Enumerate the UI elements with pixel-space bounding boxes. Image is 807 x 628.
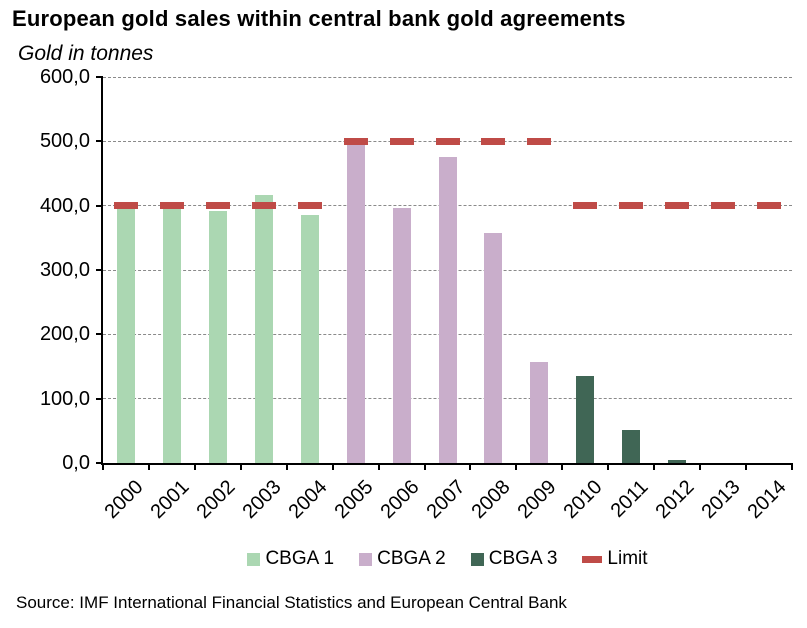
limit-marker-2001 [159, 202, 184, 210]
x-axis-tick-label: 2001 [146, 476, 194, 524]
limit-marker-2014 [757, 202, 782, 210]
y-axis-tick-mark [96, 76, 103, 78]
limit-marker-2011 [619, 202, 644, 210]
bar-2012-cbga3 [668, 459, 687, 463]
x-axis-tick-label: 2011 [606, 476, 653, 522]
y-axis-line [101, 77, 103, 465]
limit-marker-2000 [113, 202, 138, 210]
x-axis-tick-label: 2009 [513, 476, 561, 524]
x-axis-tick-mark [561, 463, 564, 470]
gridline-600 [103, 76, 792, 78]
bar-2009-cbga2 [530, 361, 549, 463]
limit-marker-2005 [343, 137, 368, 145]
legend-item-cbga2: CBGA 2 [359, 548, 446, 570]
legend-item-cbga1: CBGA 1 [247, 548, 334, 570]
legend-item-limit: Limit [582, 548, 648, 570]
x-axis-tick-mark [285, 463, 288, 470]
bar-2002-cbga1 [208, 210, 227, 463]
legend-swatch-icon [470, 552, 484, 566]
y-axis-tick-label: 600,0 [39, 66, 90, 88]
x-axis-tick-mark [791, 463, 793, 470]
source-text: Source: IMF International Financial Stat… [16, 593, 567, 612]
x-axis-tick-label: 2005 [330, 476, 378, 524]
x-axis-tick-label: 2007 [422, 476, 470, 524]
x-axis-tick-label: 2010 [559, 476, 607, 524]
legend-label: CBGA 1 [265, 548, 335, 569]
x-axis-tick-mark [699, 463, 702, 470]
x-axis-tick-label: 2013 [697, 476, 745, 524]
x-axis-tick-label: 2004 [284, 476, 332, 524]
x-axis-tick-label: 2012 [651, 476, 699, 524]
bar-2005-cbga2 [346, 143, 365, 463]
x-axis-tick-mark [377, 463, 380, 470]
legend-item-cbga3: CBGA 3 [470, 548, 558, 570]
bar-2000-cbga1 [116, 208, 135, 463]
x-axis-line [103, 463, 792, 465]
bar-2008-cbga2 [484, 233, 503, 463]
y-axis-tick-mark [96, 140, 103, 143]
legend-label: Limit [607, 548, 648, 569]
y-axis-tick-label: 400,0 [39, 194, 90, 217]
x-axis-tick-mark [653, 463, 656, 470]
x-axis-tick-mark [147, 463, 150, 470]
chart-subtitle: Gold in tonnes [18, 42, 154, 65]
bar-2006-cbga2 [392, 208, 411, 463]
x-axis-tick-mark [607, 463, 610, 470]
y-axis-tick-mark [96, 462, 103, 464]
y-axis-tick-mark [96, 397, 103, 400]
x-axis-tick-mark [102, 463, 104, 470]
limit-marker-2008 [481, 137, 506, 145]
bar-2011-cbga3 [622, 429, 641, 463]
x-axis-tick-label: 2002 [192, 476, 240, 524]
legend-swatch-icon [247, 552, 261, 566]
x-axis-tick-mark [515, 463, 518, 470]
legend-label: CBGA 2 [377, 548, 446, 569]
x-axis-tick-label: 2006 [376, 476, 424, 524]
bar-2007-cbga2 [438, 156, 457, 463]
limit-marker-2009 [527, 137, 552, 145]
x-axis-tick-mark [331, 463, 334, 470]
limit-marker-2002 [205, 202, 230, 210]
y-axis-tick-label: 200,0 [39, 323, 90, 346]
limit-marker-2007 [435, 137, 460, 145]
limit-marker-2012 [665, 202, 690, 210]
legend-swatch-icon [359, 552, 373, 566]
x-axis-tick-label: 2008 [467, 476, 515, 524]
x-axis-tick-mark [193, 463, 196, 470]
legend-swatch-icon [582, 555, 603, 563]
x-axis-tick-label: 2000 [100, 476, 148, 524]
limit-marker-2003 [251, 202, 276, 210]
x-axis-tick-mark [239, 463, 242, 470]
x-axis-tick-label: 2003 [238, 476, 286, 524]
legend-label: CBGA 3 [488, 548, 558, 569]
chart-title: European gold sales within central bank … [12, 6, 626, 31]
y-axis-tick-mark [96, 204, 103, 207]
x-axis-tick-mark [423, 463, 426, 470]
limit-marker-2004 [297, 202, 322, 210]
bar-2001-cbga1 [162, 208, 181, 463]
limit-marker-2006 [389, 137, 414, 145]
y-axis-tick-mark [96, 333, 103, 336]
x-axis-tick-mark [469, 463, 472, 470]
x-axis-tick-label: 2014 [743, 476, 791, 524]
limit-marker-2013 [711, 202, 736, 210]
y-axis-tick-label: 0,0 [62, 452, 90, 474]
chart-legend: CBGA 1 CBGA 2 CBGA 3 Limit [103, 548, 792, 570]
limit-marker-2010 [573, 202, 598, 210]
y-axis-tick-label: 300,0 [39, 259, 90, 281]
bar-2003-cbga1 [254, 194, 273, 463]
bar-2004-cbga1 [300, 215, 319, 463]
x-axis-tick-mark [745, 463, 748, 470]
y-axis-tick-label: 500,0 [39, 130, 90, 153]
y-axis-tick-mark [96, 269, 103, 271]
y-axis-tick-label: 100,0 [39, 387, 90, 410]
bar-2010-cbga3 [576, 376, 595, 463]
